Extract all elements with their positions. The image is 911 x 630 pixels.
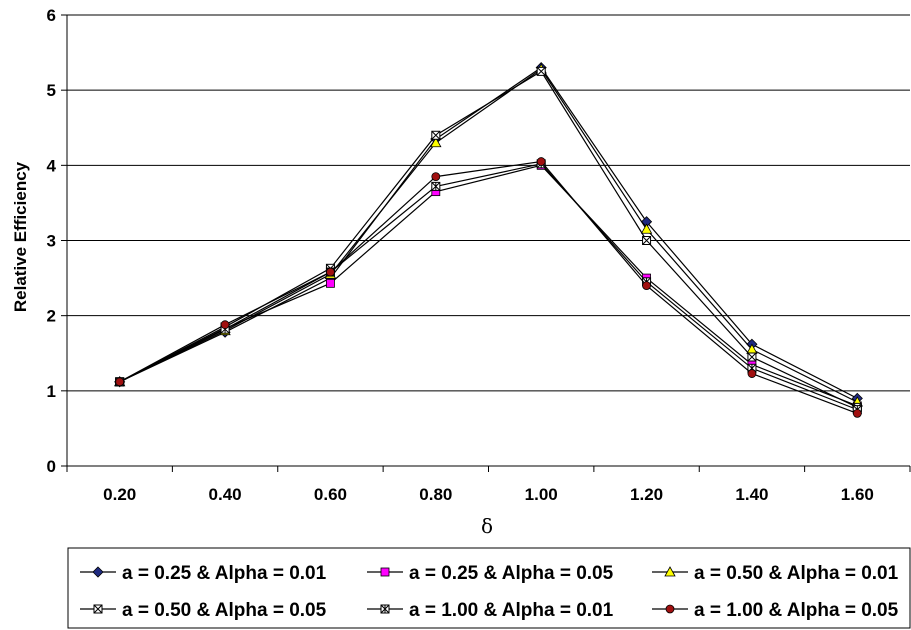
y-tick-labels: 0 1 2 3 4 5 6 [47,6,57,476]
y-tick-label: 3 [47,232,56,251]
y-axis-label: Relative Efficiency [11,161,30,312]
x-tick-label: 0.60 [314,485,347,504]
legend-marker [665,604,675,614]
series-line [119,160,858,414]
data-point [220,320,230,330]
legend-box [67,547,911,629]
data-point [431,172,441,182]
data-point [431,181,441,191]
series-4 [115,66,862,412]
data-point [326,267,335,277]
x-axis-label: δ [481,514,493,538]
legend-label: a = 0.50 & Alpha = 0.05 [122,600,327,621]
axes [61,14,911,472]
legend-label: a = 1.00 & Alpha = 0.01 [409,600,614,621]
legend-marker [93,604,103,614]
legend-marker [92,566,104,578]
series-line [119,66,858,399]
legend-marker [664,566,676,577]
data-point [747,369,757,378]
data-point [326,278,335,288]
legend-marker [380,604,390,614]
data-point [431,130,441,140]
data-point [747,352,757,362]
y-tick-label: 6 [47,6,56,25]
series-layer [114,62,863,418]
x-tick-label: 0.80 [419,485,452,504]
x-tick-label: 1.00 [525,485,558,504]
y-tick-label: 1 [47,382,56,401]
x-tick-label: 0.20 [103,485,136,504]
x-tick-label: 1.40 [735,485,768,504]
data-point [536,66,546,76]
legend-entry: a = 0.50 & Alpha = 0.05 [80,600,327,621]
legend-label: a = 0.50 & Alpha = 0.01 [694,563,899,584]
legend-entry: a = 0.25 & Alpha = 0.01 [80,563,327,584]
series-6 [115,157,862,418]
series-line [119,163,858,411]
data-point [430,136,442,148]
y-tick-label: 2 [47,307,56,326]
x-tick-label: 0.40 [209,485,242,504]
x-tick-label: 1.60 [841,485,874,504]
data-point [536,157,546,166]
x-tick-label: 1.20 [630,485,663,504]
y-tick-label: 4 [47,156,57,175]
legend: a = 0.25 & Alpha = 0.01 a = 0.25 & Alpha … [67,547,911,629]
series-line [119,68,858,403]
legend-entry: a = 0.25 & Alpha = 0.05 [367,563,614,584]
data-point [642,281,651,291]
legend-entry: a = 1.00 & Alpha = 0.01 [367,600,614,621]
legend-marker [380,567,390,577]
series-line [119,70,858,408]
legend-label: a = 1.00 & Alpha = 0.05 [694,600,899,621]
y-tick-label: 5 [47,81,56,100]
gridlines [67,14,910,392]
legend-entry: a = 0.50 & Alpha = 0.01 [652,563,899,584]
data-point [852,408,862,418]
legend-label: a = 0.25 & Alpha = 0.01 [122,563,327,584]
y-tick-label: 0 [47,457,56,476]
data-point [115,377,125,387]
x-tick-labels: 0.20 0.40 0.60 0.80 1.00 1.20 1.40 1.60 [103,485,874,504]
legend-label: a = 0.25 & Alpha = 0.05 [409,563,614,584]
legend-entry: a = 1.00 & Alpha = 0.05 [652,600,899,621]
data-point [640,223,653,234]
data-point [642,236,652,245]
